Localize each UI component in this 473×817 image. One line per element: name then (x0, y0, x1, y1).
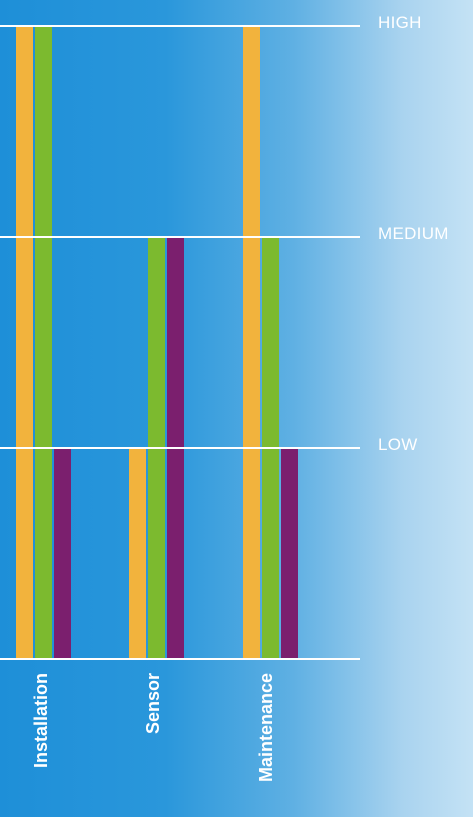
bar-installation-series-1 (16, 26, 33, 659)
category-label-sensor: Sensor (143, 672, 163, 734)
bars (16, 26, 298, 659)
level-label-low: LOW (378, 435, 418, 454)
bar-sensor-series-1 (129, 448, 146, 659)
level-label-medium: MEDIUM (378, 224, 449, 243)
grid-lines (0, 25, 360, 449)
bar-maintenance-series-1 (243, 26, 260, 659)
category-label-maintenance: Maintenance (256, 672, 276, 782)
category-label-installation: Installation (31, 672, 51, 768)
bar-maintenance-series-3 (281, 448, 298, 659)
bar-installation-series-3 (54, 448, 71, 659)
level-label-high: HIGH (378, 13, 422, 32)
bar-installation-series-2 (35, 26, 52, 659)
